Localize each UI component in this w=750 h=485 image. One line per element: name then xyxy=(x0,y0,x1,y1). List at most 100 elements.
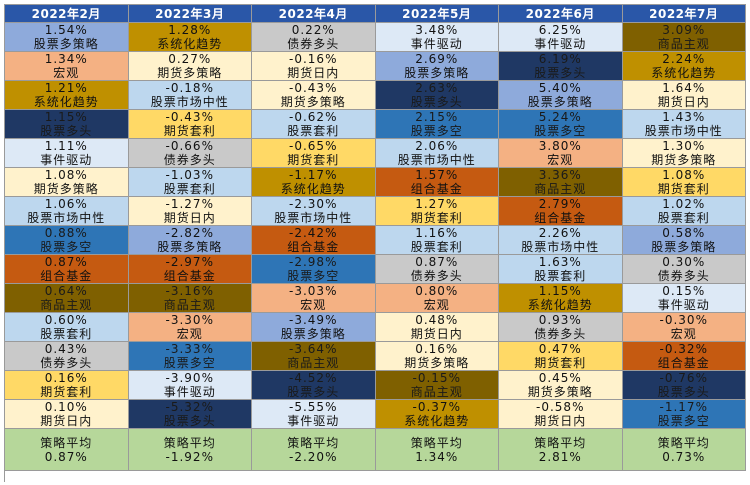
strategy-cell: -1.17% 系统化趋势 xyxy=(252,168,376,197)
average-label: 策略平均 xyxy=(287,435,340,450)
return-value: 3.80% xyxy=(538,139,582,153)
strategy-cell: 1.02% 股票套利 xyxy=(622,197,746,226)
return-value: -1.27% xyxy=(165,197,214,211)
strategy-name: 事件驱动 xyxy=(534,37,587,51)
strategy-name: 债券多头 xyxy=(163,153,216,167)
return-value: 0.22% xyxy=(291,23,335,37)
average-value: -1.92% xyxy=(165,449,214,464)
strategy-name: 股票套利 xyxy=(410,240,463,254)
strategy-cell: 0.48% 期货日内 xyxy=(375,313,499,342)
return-value: -3.90% xyxy=(165,371,214,385)
strategy-cell: -2.30% 股票市场中性 xyxy=(252,197,376,226)
return-value: 6.19% xyxy=(538,52,582,66)
column-header: 2022年2月 xyxy=(5,5,129,23)
strategy-cell: 0.60% 股票套利 xyxy=(5,313,129,342)
return-value: 1.34% xyxy=(44,52,88,66)
return-value: 1.11% xyxy=(44,139,88,153)
return-value: 0.60% xyxy=(44,313,88,327)
return-value: 2.26% xyxy=(538,226,582,240)
strategy-name: 股票多空 xyxy=(40,240,93,254)
strategy-cell: 0.22% 债券多头 xyxy=(252,23,376,52)
strategy-name: 期货多策略 xyxy=(527,385,593,399)
strategy-average-cell: 策略平均 0.73% xyxy=(622,429,746,471)
strategy-cell: 2.26% 股票市场中性 xyxy=(499,226,623,255)
strategy-cell: 1.54% 股票多策略 xyxy=(5,23,129,52)
average-value: -2.20% xyxy=(289,449,338,464)
average-value: 1.34% xyxy=(415,449,459,464)
return-value: 0.88% xyxy=(44,226,88,240)
strategy-name: 系统化趋势 xyxy=(527,298,593,312)
strategy-cell: 1.15% 系统化趋势 xyxy=(499,284,623,313)
strategy-cell: -0.66% 债券多头 xyxy=(128,139,252,168)
strategy-return-table: 2022年2月 2022年3月 2022年4月 2022年5月 2022年6月 2022年… xyxy=(4,4,746,482)
strategy-name: 股票市场中性 xyxy=(150,95,229,109)
return-value: 5.24% xyxy=(538,110,582,124)
return-value: -2.42% xyxy=(289,226,338,240)
return-value: 2.79% xyxy=(538,197,582,211)
strategy-name: 股票多头 xyxy=(287,385,340,399)
return-value: 0.16% xyxy=(415,342,459,356)
strategy-name: 股票市场中性 xyxy=(397,153,476,167)
strategy-cell: 1.11% 事件驱动 xyxy=(5,139,129,168)
strategy-name: 期货日内 xyxy=(657,95,710,109)
strategy-cell: 1.16% 股票套利 xyxy=(375,226,499,255)
strategy-cell: -2.98% 股票多空 xyxy=(252,255,376,284)
average-label: 策略平均 xyxy=(657,435,710,450)
strategy-average-cell: 策略平均 -1.92% xyxy=(128,429,252,471)
strategy-cell: 1.08% 期货多策略 xyxy=(5,168,129,197)
column-header: 2022年5月 xyxy=(375,5,499,23)
average-label: 策略平均 xyxy=(163,435,216,450)
return-value: 0.58% xyxy=(662,226,706,240)
strategy-name: 期货日内 xyxy=(163,211,216,225)
strategy-name: 股票多策略 xyxy=(33,37,99,51)
strategy-cell: 0.64% 商品主观 xyxy=(5,284,129,313)
strategy-average-cell: 策略平均 1.34% xyxy=(375,429,499,471)
strategy-name: 系统化趋势 xyxy=(651,66,717,80)
strategy-cell: 1.43% 股票市场中性 xyxy=(622,110,746,139)
return-value: 0.30% xyxy=(662,255,706,269)
strategy-name: 股票多空 xyxy=(534,124,587,138)
strategy-name: 股票多空 xyxy=(657,414,710,428)
return-value: 2.06% xyxy=(415,139,459,153)
strategy-cell: 1.06% 股票市场中性 xyxy=(5,197,129,226)
return-value: 2.69% xyxy=(415,52,459,66)
return-value: -4.52% xyxy=(289,371,338,385)
strategy-name: 系统化趋势 xyxy=(404,414,470,428)
strategy-name: 股票多策略 xyxy=(280,327,346,341)
strategy-name: 债券多头 xyxy=(287,37,340,51)
return-value: 0.87% xyxy=(44,255,88,269)
return-value: -0.43% xyxy=(165,110,214,124)
return-value: -3.33% xyxy=(165,342,214,356)
strategy-cell: 2.24% 系统化趋势 xyxy=(622,52,746,81)
strategy-cell: -5.32% 股票多头 xyxy=(128,400,252,429)
return-value: -1.17% xyxy=(289,168,338,182)
strategy-name: 债券多头 xyxy=(40,356,93,370)
strategy-cell: -2.42% 组合基金 xyxy=(252,226,376,255)
return-value: 3.48% xyxy=(415,23,459,37)
return-value: 0.15% xyxy=(662,284,706,298)
return-value: 0.80% xyxy=(415,284,459,298)
return-value: -3.49% xyxy=(289,313,338,327)
strategy-name: 股票套利 xyxy=(534,269,587,283)
return-value: -2.97% xyxy=(165,255,214,269)
column-header: 2022年3月 xyxy=(128,5,252,23)
strategy-cell: -3.90% 事件驱动 xyxy=(128,371,252,400)
strategy-cell: 0.47% 期货套利 xyxy=(499,342,623,371)
column-header: 2022年6月 xyxy=(499,5,623,23)
strategy-name: 股票多头 xyxy=(40,124,93,138)
strategy-name: 事件驱动 xyxy=(287,414,340,428)
strategy-cell: 6.19% 股票多头 xyxy=(499,52,623,81)
return-value: -1.03% xyxy=(165,168,214,182)
strategy-name: 组合基金 xyxy=(163,269,216,283)
strategy-cell: 2.69% 股票多策略 xyxy=(375,52,499,81)
strategy-cell: -0.76% 股票多头 xyxy=(622,371,746,400)
return-value: 1.15% xyxy=(538,284,582,298)
return-value: 1.08% xyxy=(662,168,706,182)
strategy-name: 宏观 xyxy=(176,327,203,341)
return-value: -0.58% xyxy=(536,400,585,414)
strategy-cell: 0.88% 股票多空 xyxy=(5,226,129,255)
strategy-cell: -0.32% 组合基金 xyxy=(622,342,746,371)
strategy-cell: -0.62% 股票套利 xyxy=(252,110,376,139)
return-value: -5.32% xyxy=(165,400,214,414)
strategy-cell: 1.15% 股票多头 xyxy=(5,110,129,139)
